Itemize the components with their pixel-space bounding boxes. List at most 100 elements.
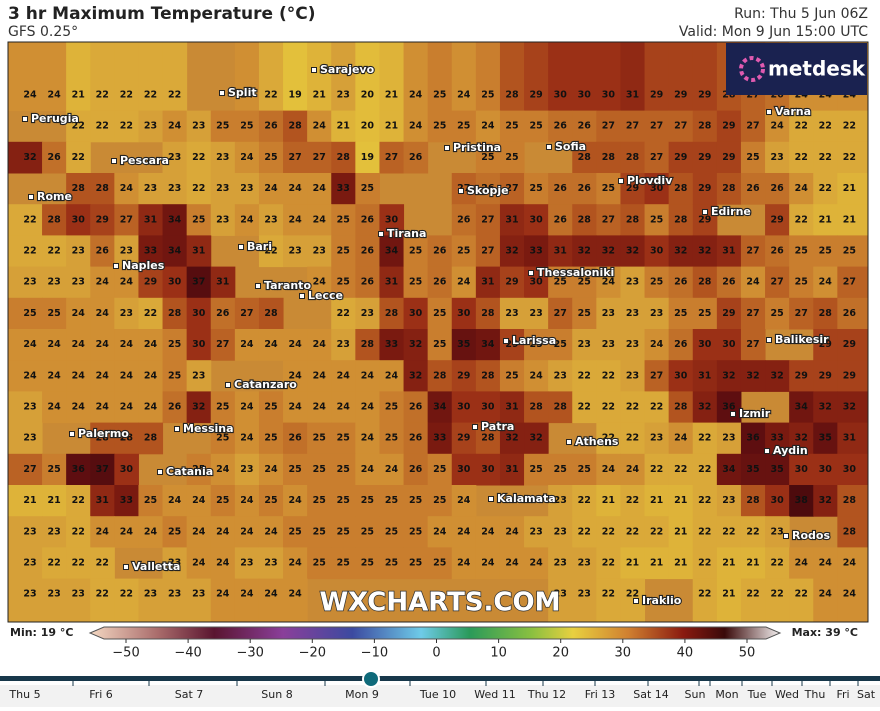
colorbar-label: 40 [677,646,694,661]
temp-cell [283,173,308,205]
timeline-day[interactable]: Mon [715,688,738,701]
timeline-day[interactable]: Sat 14 [633,688,669,701]
temp-cell [355,173,380,205]
temp-value: 21 [746,558,759,569]
city-dot [311,67,317,73]
temp-value: 22 [819,152,832,163]
city: Iraklio [633,593,683,608]
timeline-day[interactable]: Thu 12 [527,688,566,701]
temp-cell [186,173,212,205]
temp-cell [644,235,670,268]
temp-value: 29 [722,121,735,132]
temp-value: 34 [385,246,399,257]
temp-value: 28 [47,214,61,225]
temp-value: 35 [457,339,470,350]
temp-cell [572,204,597,236]
temp-value: 23 [240,464,253,475]
temp-value: 25 [47,308,60,319]
temp-cell [837,360,868,392]
temp-value: 28 [337,152,351,163]
temp-cell [813,360,838,392]
temp-cell [475,297,501,330]
temp-value: 25 [144,495,157,506]
city: Messina [174,421,235,436]
timeline-day[interactable]: Thu [804,688,826,701]
temp-value: 29 [650,90,663,101]
temp-cell [765,297,790,330]
temp-value: 22 [650,402,663,413]
timeline-day[interactable]: Wed [775,688,799,701]
timeline-day[interactable]: Sun 8 [261,688,292,701]
temp-value: 22 [192,152,205,163]
temp-cell [524,204,549,236]
timeline-day[interactable]: Tue 10 [419,688,456,701]
temp-cell [644,297,670,330]
timeline-day[interactable]: Sat [857,688,876,701]
temp-cell [572,266,597,299]
temp-cell [331,110,356,143]
temp-cell [499,516,525,548]
temp-cell [716,173,742,205]
temp-cell [813,578,838,622]
timeline-day[interactable]: Fri 13 [585,688,616,701]
temp-value: 25 [698,308,711,319]
timeline-day[interactable]: Fri [836,688,849,701]
temp-value: 25 [409,558,422,569]
temp-value: 24 [433,526,447,537]
temp-value: 31 [505,464,518,475]
temp-cell [8,266,43,299]
temp-cell [789,547,814,580]
timeline-handle[interactable] [362,670,380,688]
temp-cell [813,391,838,424]
temp-value: 25 [409,526,422,537]
timeline-day[interactable]: Wed 11 [474,688,515,701]
colorbar-label: 30 [615,646,632,661]
temp-value: 25 [674,308,687,319]
city-name: Thessaloniki [537,266,614,279]
temp-cell [668,422,694,455]
colorbar-label: −40 [174,646,201,661]
temp-value: 27 [626,121,639,132]
temp-cell [620,141,646,174]
temp-value: 24 [240,402,254,413]
temp-value: 24 [313,183,327,194]
timeline-day[interactable]: Tue [747,688,767,701]
temp-value: 24 [288,558,302,569]
temp-value: 32 [578,246,591,257]
temp-cell [837,485,868,517]
temp-cell [789,578,814,622]
timeline-day[interactable]: Sun [685,688,706,701]
temp-cell [644,204,670,236]
temp-cell [524,516,549,548]
temp-cell [765,485,790,517]
temp-cell [210,173,236,205]
temp-value: 21 [337,121,350,132]
temp-cell [499,141,525,174]
timeline-day[interactable]: Sat 7 [175,688,204,701]
temp-value: 23 [23,558,36,569]
city-name: Split [228,86,257,99]
temp-cell [186,391,212,424]
city: Kalamata [488,491,557,506]
temp-cell [355,235,380,268]
temp-cell [403,391,429,424]
temp-cell [620,204,646,236]
temp-cell [668,266,694,299]
timeline-day[interactable]: Mon 9 [345,688,379,701]
temp-value: 25 [337,526,350,537]
temp-cell [427,297,453,330]
timeline-day[interactable]: Thu 5 [8,688,40,701]
colorbar-label: 0 [432,646,440,661]
temp-cell [379,235,405,268]
temp-cell [138,578,164,622]
timeline-day[interactable]: Fri 6 [89,688,113,701]
temp-value: 23 [72,589,85,600]
city-dot [488,496,494,502]
temp-value: 25 [770,308,783,319]
temp-cell [765,110,790,143]
temp-cell [765,141,790,174]
temp-cell [668,360,694,392]
temp-cell [210,110,236,143]
temp-value: 28 [481,433,495,444]
temp-value: 21 [722,589,735,600]
